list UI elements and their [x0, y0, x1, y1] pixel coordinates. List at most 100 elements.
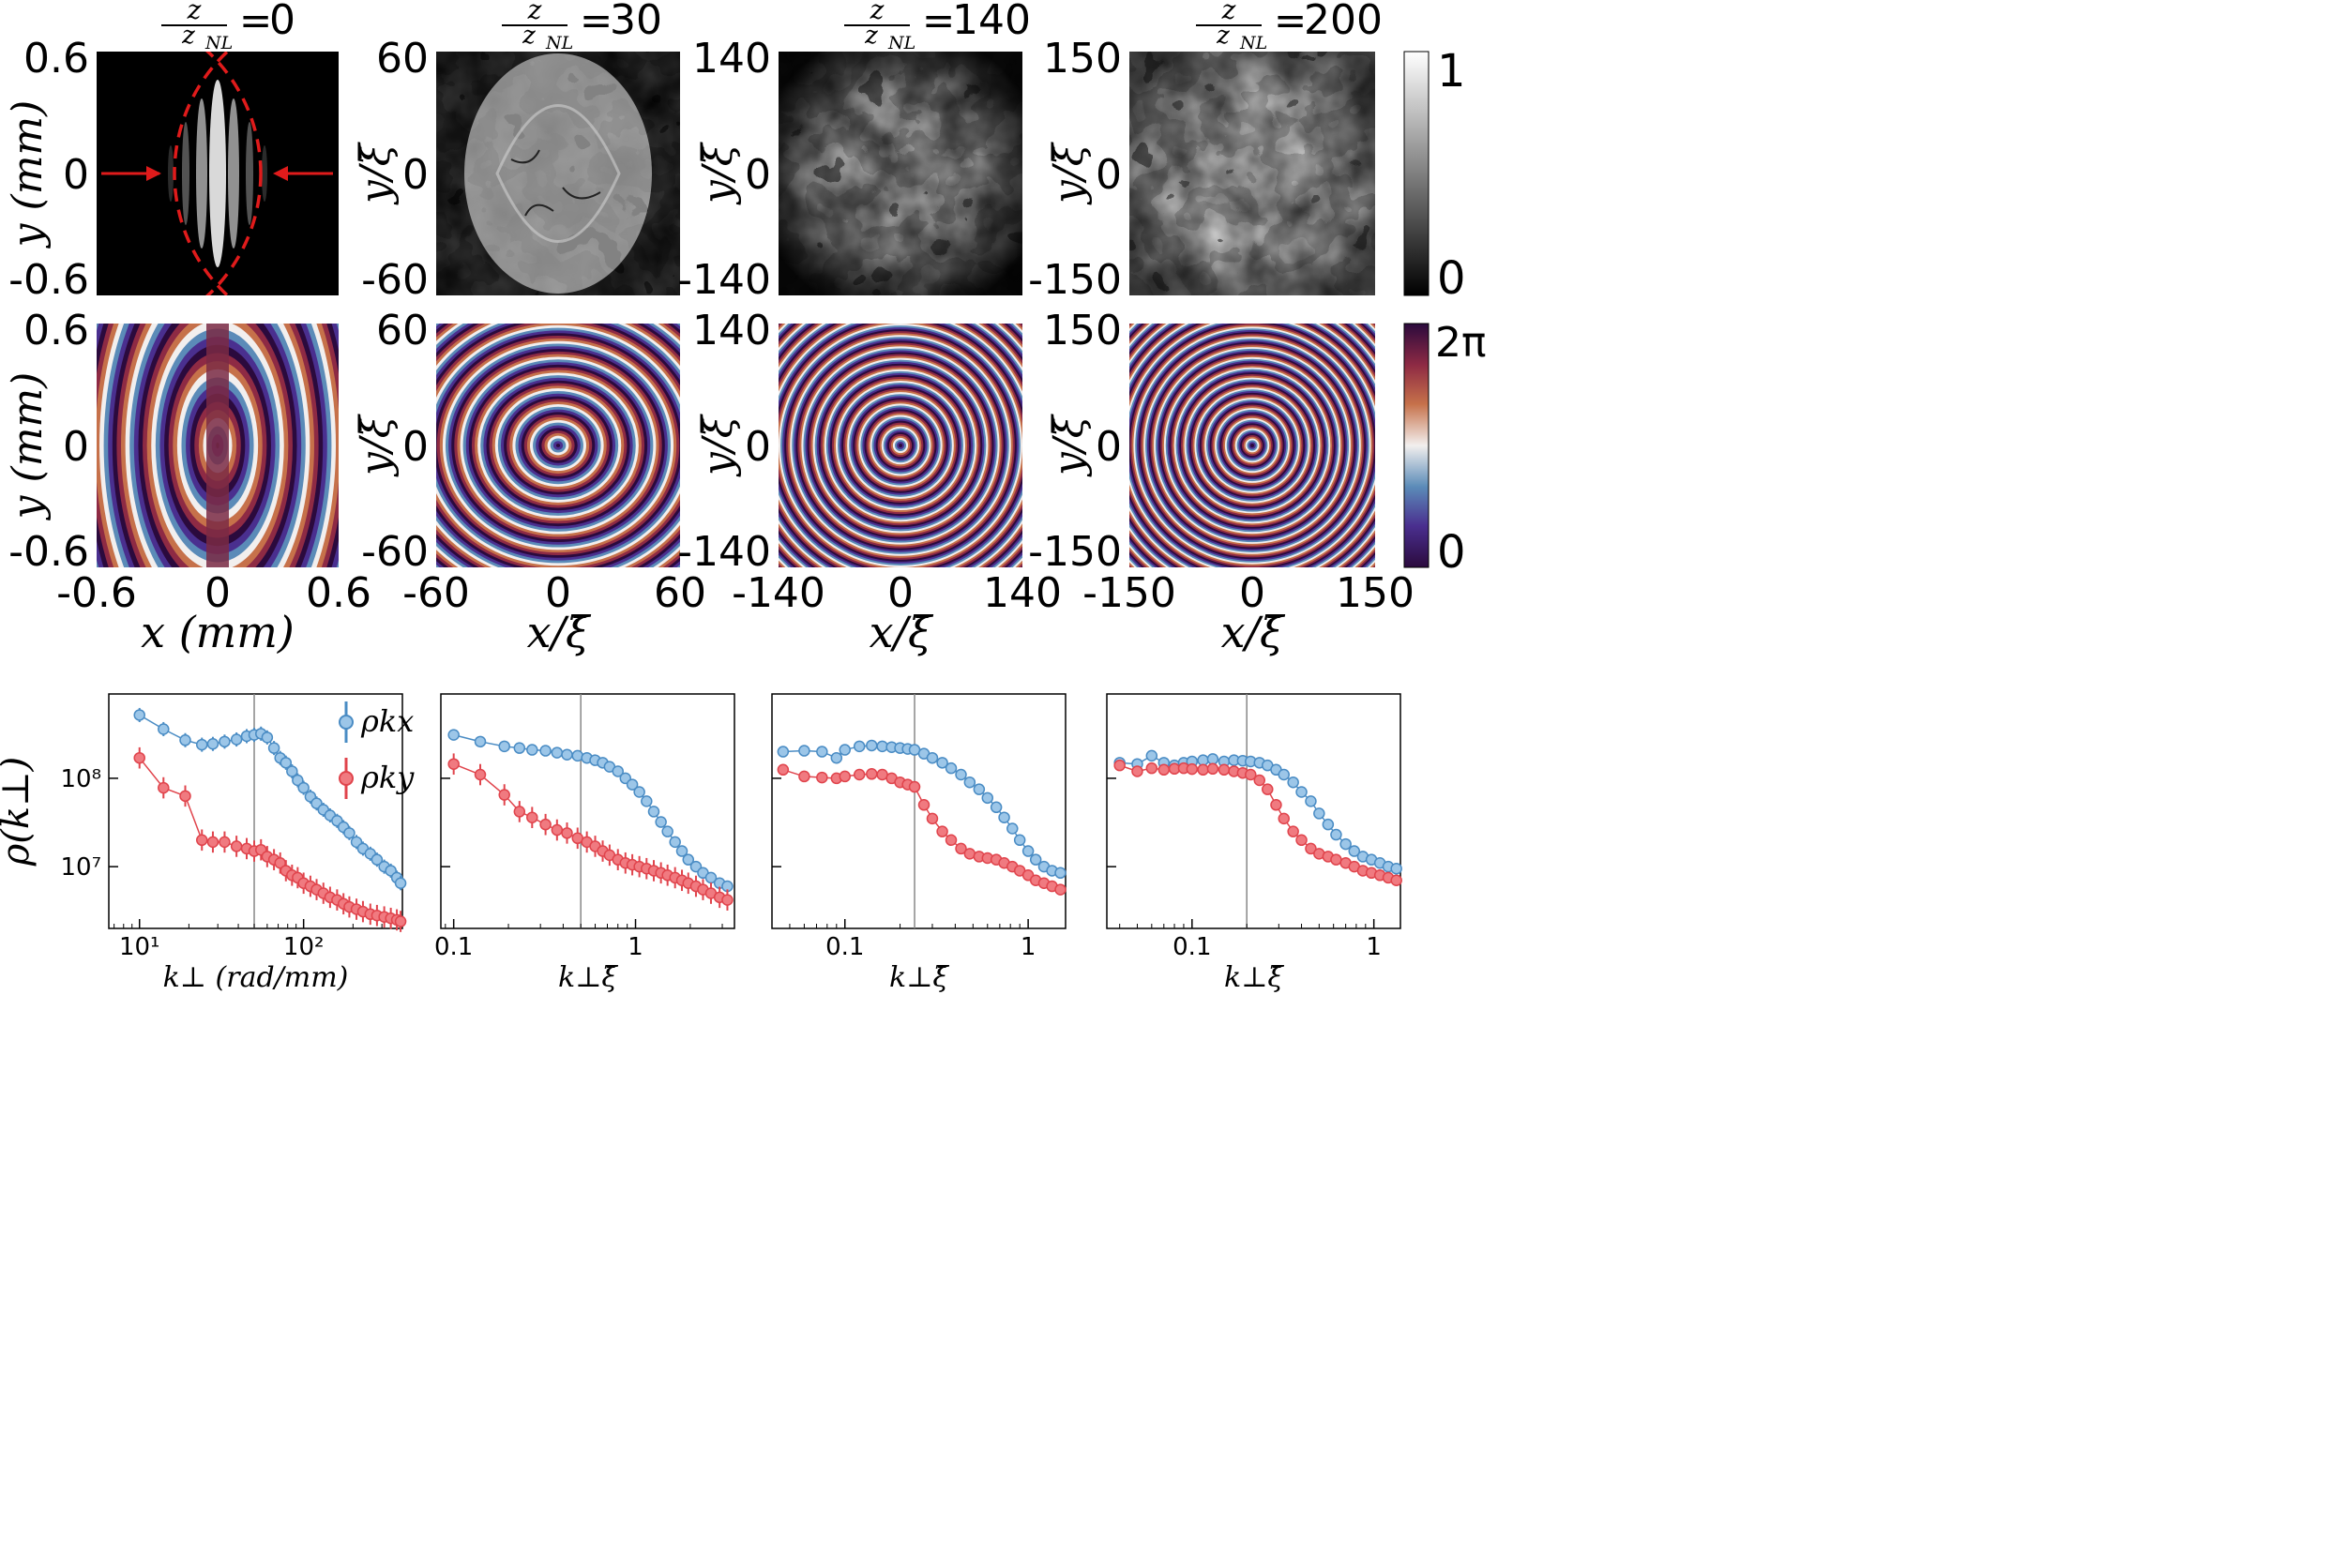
arrow-right-icon [273, 166, 333, 181]
data-point [990, 801, 1003, 814]
y-tick-label: -0.6 [8, 256, 89, 304]
phase-panel-2 [436, 324, 680, 567]
phase-colorbar [1403, 323, 1430, 568]
data-point [498, 740, 510, 753]
spectrum-chart-2: 0.1 1 k⊥ξ̄ [434, 693, 735, 994]
x-tick-label: 150 [1336, 569, 1415, 617]
colorbar-max-label: 2π [1435, 319, 1486, 367]
data-point [447, 758, 460, 770]
data-point [230, 840, 243, 852]
data-point [267, 742, 280, 754]
data-point [682, 853, 695, 866]
fraction-numerator: z [187, 0, 202, 25]
data-point [1348, 845, 1361, 857]
intensity-colorbar [1403, 51, 1430, 296]
x-tick-label: -0.6 [56, 569, 137, 617]
x-tick-label: -150 [1082, 569, 1176, 617]
data-point [1021, 845, 1035, 857]
data-point [206, 737, 219, 750]
data-point [1287, 776, 1299, 789]
y-tick-label: 60 [376, 307, 429, 354]
header-equals: = [1274, 0, 1307, 43]
x-tick-label: 60 [654, 569, 706, 617]
data-point [945, 834, 958, 847]
data-point [513, 742, 526, 754]
fraction-subscript: NL [204, 33, 233, 53]
data-point [1206, 762, 1219, 776]
fraction-numerator: z [1221, 0, 1236, 25]
data-point [669, 836, 681, 849]
y-tick-label: -140 [677, 256, 771, 304]
x-tick-label: 0 [545, 569, 571, 617]
y-tick-label: -140 [677, 528, 771, 576]
y-axis-label: y/ξ̄ [694, 141, 742, 205]
data-point [219, 735, 231, 748]
y-tick-label: 0 [402, 423, 429, 471]
data-point [777, 763, 790, 776]
data-point [280, 757, 293, 769]
data-point [498, 789, 510, 801]
data-point [853, 740, 866, 753]
data-point [1253, 774, 1266, 787]
phase-panel-1 [97, 324, 339, 567]
plot-frame [440, 693, 735, 929]
y-axis-label: ρ(k⊥) [0, 757, 38, 867]
intensity-row [97, 52, 1375, 295]
y-tick-label: 140 [692, 307, 771, 354]
data-point [1322, 818, 1335, 831]
data-point [998, 811, 1010, 823]
data-point [206, 836, 219, 849]
x-tick-label: 0 [887, 569, 914, 617]
data-point [292, 774, 304, 787]
legend-entry: ρkx [339, 701, 414, 743]
data-point [655, 816, 667, 828]
data-point [1013, 834, 1026, 847]
x-tick-label: 0 [204, 569, 231, 617]
fraction-numerator: z [870, 0, 885, 25]
y-tick-label: 0 [745, 423, 771, 471]
header-z-value: 0 [269, 0, 295, 44]
data-point [1145, 761, 1158, 775]
fraction-denominator: z [522, 22, 536, 50]
plot-frame [108, 693, 403, 929]
data-point [1295, 786, 1308, 798]
data-point [297, 781, 310, 794]
legend-entry: ρky [339, 758, 415, 799]
x-tick-label: -60 [402, 569, 470, 617]
data-point [926, 751, 939, 764]
data-point [1054, 867, 1067, 880]
fraction-subscript: NL [887, 33, 915, 53]
data-point [926, 812, 939, 825]
data-point [394, 877, 407, 890]
y-tick-label: 0 [63, 423, 89, 471]
data-point [816, 771, 828, 784]
plot-frame [771, 693, 1067, 929]
data-point [286, 765, 298, 777]
data-point [626, 778, 639, 791]
y-tick-label: 0 [1096, 423, 1122, 471]
y-axis-label: y/ξ̄ [352, 141, 400, 205]
data-point [526, 744, 538, 756]
y-tick-label: 0.6 [23, 35, 89, 83]
plot-frame [1106, 693, 1401, 929]
phase-row [97, 324, 1375, 567]
data-point [777, 746, 790, 758]
x-tick-label: 140 [983, 569, 1062, 617]
data-point [917, 799, 930, 811]
y-axis-label: y (mm) [4, 100, 52, 249]
y-tick-label: 0 [1096, 151, 1122, 199]
y-tick-label: 150 [1043, 35, 1122, 83]
x-tick-label: 1 [1021, 933, 1036, 961]
data-point [551, 823, 564, 837]
x-tick-label: 1 [628, 933, 643, 961]
x-axis-label: x/ξ̄ [1221, 607, 1286, 657]
data-point [1330, 853, 1342, 866]
y-axis-label: y/ξ̄ [1045, 413, 1093, 477]
data-point [955, 768, 967, 781]
header-z-value: 30 [610, 0, 662, 44]
y-tick-label: 150 [1043, 307, 1122, 354]
data-point [1330, 828, 1342, 841]
data-point [798, 770, 810, 783]
data-point [1305, 795, 1317, 807]
